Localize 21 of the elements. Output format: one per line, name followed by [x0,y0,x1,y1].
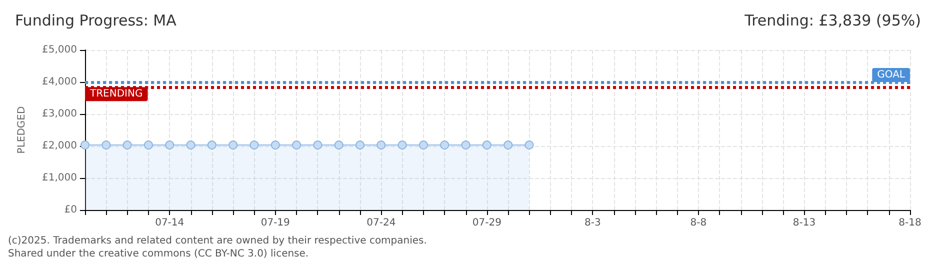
y-tick-label: £5,000 [42,44,77,56]
y-tick-label: £0 [64,204,77,216]
x-tick-label: 8-13 [792,218,816,228]
y-tick-label: £3,000 [42,108,77,120]
x-tick-label: 8-3 [584,218,601,228]
y-axis-title: PLEDGED [16,106,28,154]
y-tick-label: £2,000 [42,140,77,152]
x-tick-label: 07-24 [366,218,396,228]
x-tick-label: 07-19 [260,218,290,228]
x-tick-label: 07-14 [155,218,184,228]
x-tick-label: 8-8 [690,218,707,228]
ref-line-label: TRENDING [89,88,143,100]
x-tick-label: 07-29 [472,218,502,228]
chart-title: Funding Progress: MA [15,12,178,30]
y-tick-label: £1,000 [42,172,77,184]
text: (c)2025. Trademarks and related content are owned by their respective companies. [8,236,427,246]
chart-subtitle: Trending: £3,839 (95%) [744,12,922,30]
x-tick-label: 8-18 [898,218,922,228]
text: Shared under the creative commons (CC BY-NC 3.0) license. [8,248,309,260]
y-tick-label: £4,000 [42,76,77,88]
ref-line-label: GOAL [877,70,906,80]
